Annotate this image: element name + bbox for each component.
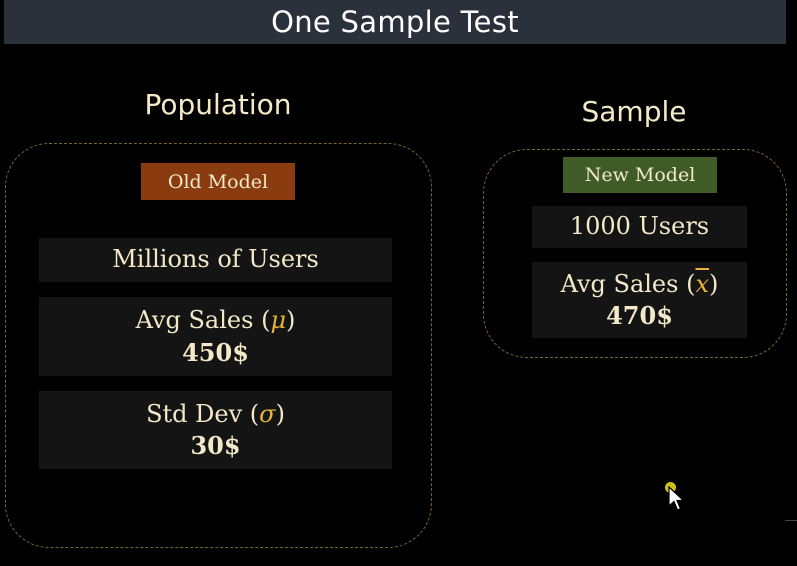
population-box bbox=[5, 143, 432, 548]
sample-avg-value: 470$ bbox=[606, 301, 673, 330]
population-std-value: 30$ bbox=[190, 431, 241, 460]
old-model-tag: Old Model bbox=[141, 163, 295, 200]
title-bar: One Sample Test bbox=[4, 0, 786, 44]
sigma-symbol: σ bbox=[259, 399, 276, 428]
population-users-card: Millions of Users bbox=[39, 238, 392, 282]
cursor-highlight-dot bbox=[665, 482, 676, 493]
divider-line bbox=[785, 520, 797, 521]
population-std-card: Std Dev (σ) 30$ bbox=[39, 391, 392, 469]
sample-heading: Sample bbox=[581, 95, 687, 128]
sample-users-card: 1000 Users bbox=[532, 206, 747, 248]
sample-users-label: 1000 Users bbox=[569, 212, 710, 241]
sample-avg-label: Avg Sales bbox=[560, 269, 679, 298]
mouse-pointer-icon bbox=[668, 486, 686, 511]
population-heading: Population bbox=[144, 88, 292, 121]
slide-title: One Sample Test bbox=[271, 5, 519, 39]
sample-avg-card: Avg Sales (x) 470$ bbox=[532, 262, 747, 338]
population-avg-value: 450$ bbox=[182, 337, 249, 367]
population-avg-label: Avg Sales bbox=[135, 306, 254, 335]
x-bar-symbol: x bbox=[695, 269, 710, 298]
population-std-label: Std Dev bbox=[146, 399, 243, 428]
sample-box bbox=[483, 149, 787, 358]
population-users-label: Millions of Users bbox=[112, 245, 319, 274]
mu-symbol: μ bbox=[270, 306, 287, 335]
new-model-tag: New Model bbox=[563, 157, 717, 193]
population-avg-card: Avg Sales (μ) 450$ bbox=[39, 297, 392, 376]
